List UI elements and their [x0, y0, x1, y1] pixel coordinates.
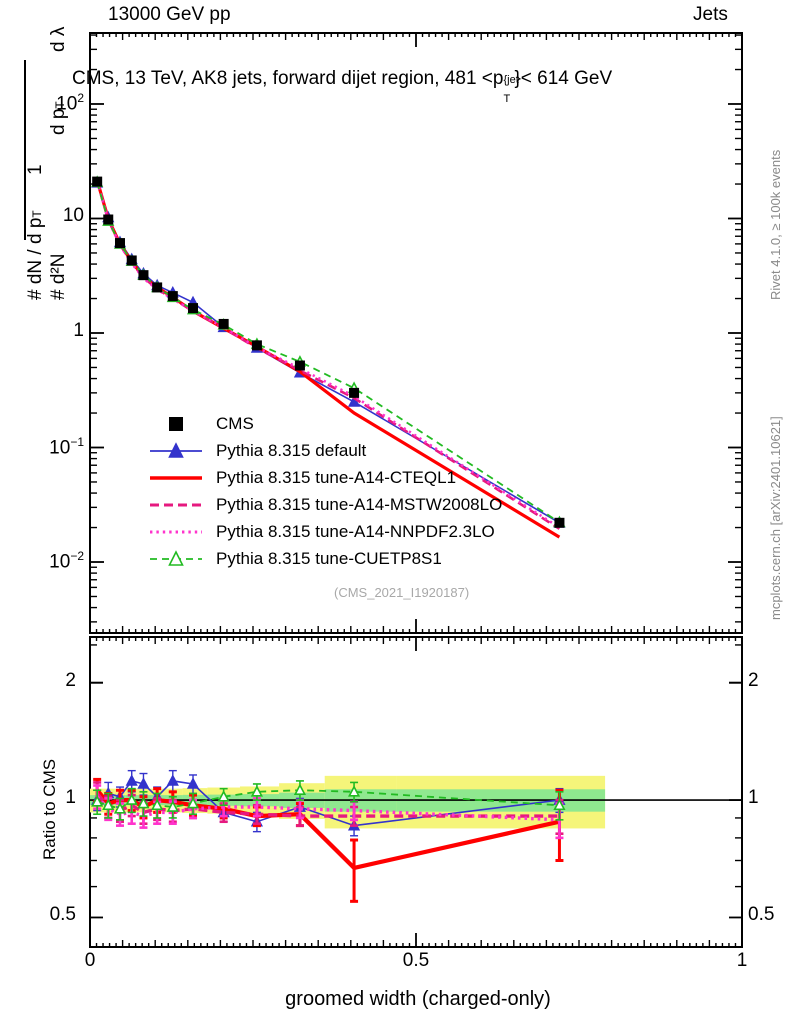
ratio-series-marker: [217, 790, 230, 802]
analysis-watermark: (CMS_2021_I1920187): [334, 585, 470, 600]
legend-key: [148, 440, 204, 462]
cms-marker: [188, 303, 199, 314]
plot-title-tail: }< 614 GeV: [514, 68, 613, 89]
legend-key: [148, 521, 204, 543]
ratio-y-tick-label: 0.5: [49, 904, 76, 926]
ratio-series-marker: [125, 774, 138, 786]
ratio-y-tick-label: 0.5: [748, 904, 775, 926]
plot-title-sub: T: [503, 93, 511, 105]
ratio-series-marker: [137, 777, 150, 789]
ylab-fraction-bar: [24, 60, 26, 240]
cms-marker: [554, 517, 565, 528]
cms-marker: [152, 282, 163, 293]
legend-key: [148, 467, 204, 489]
legend-item[interactable]: Pythia 8.315 tune-A14-CTEQL1: [148, 464, 502, 491]
ratio-series-marker: [166, 774, 179, 786]
cms-marker: [218, 318, 229, 329]
legend-square-marker: [169, 416, 183, 431]
cms-marker: [114, 238, 125, 249]
ratio-series-marker: [250, 785, 263, 797]
ratio-series-marker: [113, 802, 127, 814]
legend-label: CMS: [216, 413, 254, 433]
x-tick-label: 1: [736, 950, 748, 971]
header-left: 13000 GeV pp: [108, 4, 231, 25]
legend-label: Pythia 8.315 default: [216, 440, 367, 460]
x-tick-label: 0.5: [402, 950, 430, 971]
cms-marker: [167, 291, 178, 302]
ratio-y-tick-label: 1: [65, 787, 76, 809]
cms-marker: [138, 270, 149, 281]
ratio-series-marker: [102, 798, 115, 811]
plot-title-sup: {jet: [503, 74, 519, 86]
ratio-series-marker: [166, 800, 179, 812]
cms-marker: [126, 255, 137, 266]
ratio-series-marker: [137, 796, 150, 809]
header-right: Jets: [693, 4, 728, 25]
ratio-y-tick-label: 2: [65, 669, 76, 691]
main-y-tick-label: 10: [62, 205, 84, 227]
main-y-tick-label: 10−2: [49, 549, 84, 573]
ratio-series-marker: [186, 796, 200, 809]
legend-label: Pythia 8.315 tune-A14-MSTW2008LO: [216, 494, 503, 514]
main-y-axis-label: # d²N # dN / d pT 1 d pT d λ: [0, 0, 70, 560]
legend: CMS Pythia 8.315 default Pythia 8.315 tune…: [148, 410, 502, 572]
x-axis-label: groomed width (charged-only): [285, 988, 551, 1010]
plot-title: CMS, 13 TeV, AK8 jets, forward dijet reg…: [72, 68, 613, 105]
main-y-tick-label: 102: [56, 90, 84, 115]
cms-marker: [349, 387, 360, 398]
x-tick-label: 0: [84, 950, 96, 971]
ratio-y-tick-label: 2: [748, 669, 759, 691]
ratio-series-marker: [151, 798, 164, 811]
cms-marker: [103, 214, 114, 225]
ratio-series-marker: [186, 777, 200, 789]
legend-key: [148, 413, 204, 435]
ratio-series-marker: [347, 785, 361, 797]
cms-marker: [92, 176, 103, 187]
legend-item[interactable]: CMS: [148, 410, 502, 437]
ratio-series-marker: [553, 798, 566, 811]
ratio-series-marker: [91, 795, 104, 807]
legend-item[interactable]: Pythia 8.315 tune-A14-NNPDF2.3LO: [148, 518, 502, 545]
legend-item[interactable]: Pythia 8.315 tune-CUETP8S1: [148, 545, 502, 572]
main-y-tick-label: 10−1: [49, 434, 84, 458]
legend-label: Pythia 8.315 tune-CUETP8S1: [216, 548, 442, 568]
legend-label: Pythia 8.315 tune-A14-CTEQL1: [216, 467, 457, 487]
cms-marker: [251, 340, 262, 351]
ratio-series-marker: [293, 783, 307, 796]
main-y-tick-label: 1: [73, 320, 84, 341]
legend-triangle-marker: [168, 549, 184, 566]
legend-label: Pythia 8.315 tune-A14-NNPDF2.3LO: [216, 521, 495, 541]
legend-item[interactable]: Pythia 8.315 default: [148, 437, 502, 464]
main-series-marker: [347, 395, 361, 407]
legend-item[interactable]: Pythia 8.315 tune-A14-MSTW2008LO: [148, 491, 502, 518]
cms-marker: [294, 360, 305, 371]
ratio-series-marker: [125, 793, 138, 805]
legend-triangle-marker: [168, 441, 184, 458]
legend-key: [148, 548, 204, 570]
legend-key: [148, 494, 204, 516]
plot-title-text: CMS, 13 TeV, AK8 jets, forward dijet reg…: [72, 68, 504, 89]
ratio-y-tick-label: 1: [748, 787, 759, 809]
